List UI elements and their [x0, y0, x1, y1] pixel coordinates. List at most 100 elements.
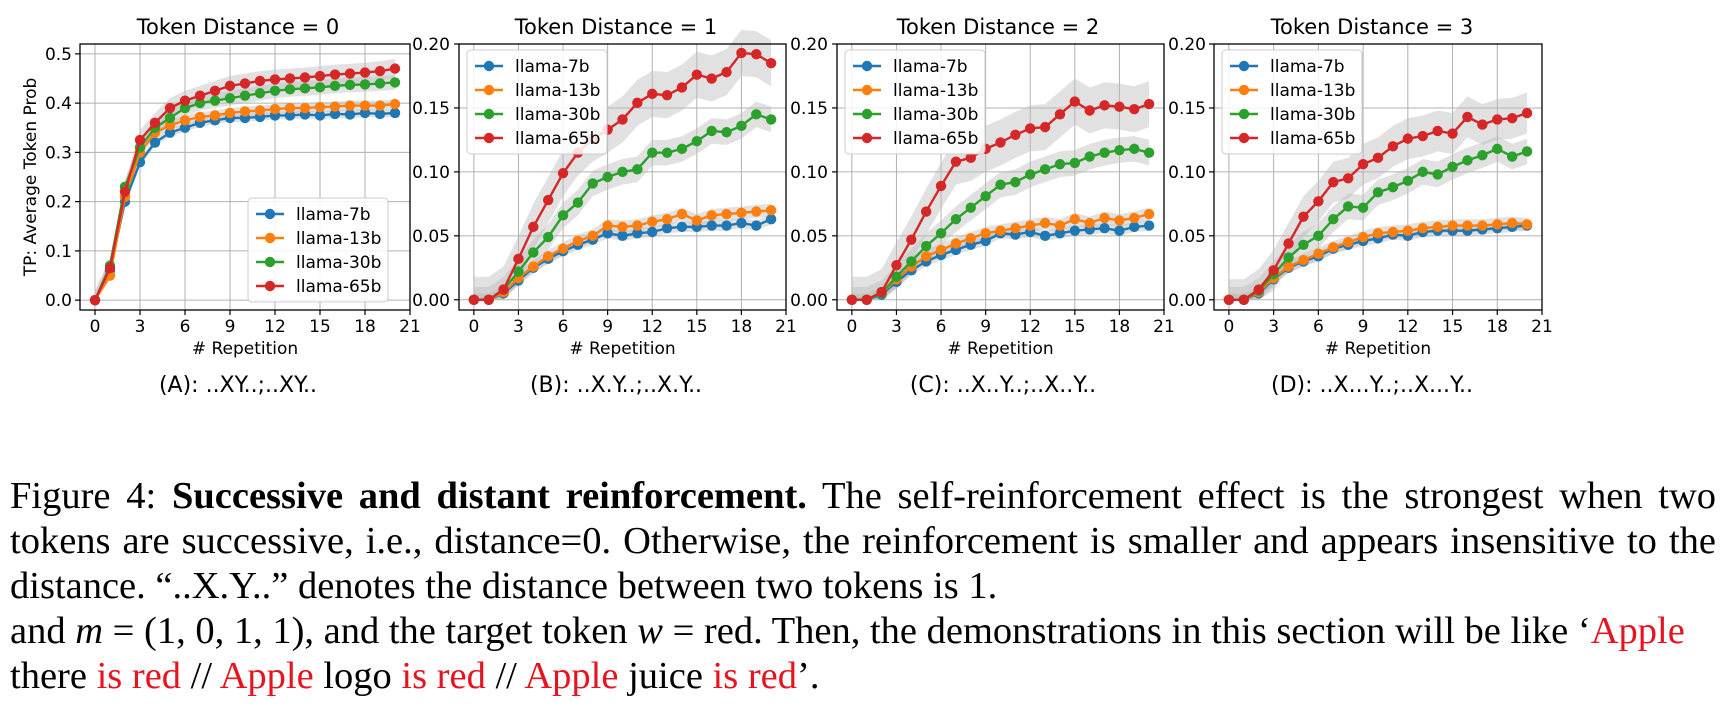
data-point-llama-13b [765, 205, 777, 216]
x-tick-label: 15 [686, 317, 708, 337]
legend-label: llama-30b [296, 253, 381, 273]
data-point-llama-13b [557, 243, 569, 254]
data-point-llama-13b [1069, 214, 1081, 225]
target-word: red [703, 610, 754, 652]
y-axis-label: TP: Average Token Prob [21, 78, 41, 278]
y-tick-label: 0.2 [45, 193, 72, 213]
data-point-llama-7b [1069, 225, 1081, 236]
data-point-llama-30b [1521, 146, 1533, 157]
legend-box [844, 49, 986, 155]
sub-caption: (A): ..XY..;..XY.. [159, 373, 317, 398]
data-point-llama-13b [209, 110, 221, 121]
math-m: m [75, 610, 104, 652]
data-point-llama-65b [1357, 159, 1369, 170]
data-point-llama-30b [1099, 147, 1110, 158]
legend-marker-llama-30b [861, 108, 873, 120]
data-point-llama-65b [389, 63, 401, 74]
data-point-llama-13b [617, 221, 628, 233]
data-point-llama-30b [254, 88, 266, 99]
y-tick-label: 0.15 [790, 99, 828, 119]
chart-panel-2: 0 3 6 9 12 15 18 21 0.00 0.05 0.10 0.15 0.20 Token Di… [412, 15, 797, 398]
data-point-llama-65b [1238, 294, 1250, 305]
band-llama-65b [851, 78, 1150, 300]
data-point-llama-65b [542, 194, 554, 206]
data-point-llama-65b [468, 294, 480, 305]
body-text: and [10, 610, 76, 652]
data-point-llama-65b [1432, 125, 1443, 137]
x-axis-label: # Repetition [569, 339, 675, 359]
data-point-llama-7b [602, 228, 613, 239]
y-tick-label: 0.3 [45, 143, 72, 163]
data-point-llama-65b [1477, 119, 1488, 130]
data-point-llama-65b [691, 69, 703, 80]
data-point-llama-13b [995, 225, 1006, 236]
data-point-llama-30b [542, 231, 554, 243]
x-tick-label: 9 [602, 317, 613, 337]
data-point-llama-30b [284, 84, 296, 95]
data-point-llama-65b [965, 152, 976, 164]
figure-label: Figure 4: [10, 475, 157, 517]
data-point-llama-13b [1283, 261, 1294, 272]
data-point-llama-13b [1143, 208, 1155, 220]
x-tick-label: 12 [1397, 317, 1419, 337]
data-point-llama-30b [906, 256, 917, 267]
data-point-llama-13b [1129, 212, 1140, 224]
x-tick-label: 6 [180, 317, 191, 337]
data-point-llama-65b [1417, 130, 1428, 142]
data-point-llama-65b [194, 90, 206, 101]
data-point-llama-13b [1492, 219, 1503, 230]
x-tick-label: 21 [399, 317, 421, 337]
x-tick-label: 18 [731, 317, 753, 337]
data-point-llama-65b [1372, 152, 1384, 164]
data-point-llama-65b [1039, 121, 1051, 133]
x-tick-label: 9 [225, 317, 236, 337]
data-point-llama-65b [269, 74, 281, 85]
legend-label: llama-65b [515, 129, 600, 149]
data-point-llama-7b [676, 221, 688, 233]
x-tick-label: 12 [264, 317, 286, 337]
data-point-llama-30b [1084, 151, 1095, 162]
body-paragraph: and m = (1, 0, 1, 1), and the target tok… [10, 609, 1716, 699]
data-point-llama-65b [1099, 100, 1110, 111]
data-point-llama-13b [164, 120, 176, 131]
data-point-llama-30b [224, 92, 236, 104]
data-point-llama-30b [1432, 169, 1443, 180]
data-point-llama-13b [179, 115, 191, 126]
axes-frame [836, 43, 1165, 311]
data-point-llama-65b [632, 97, 643, 109]
data-point-llama-13b [1039, 217, 1051, 229]
data-point-llama-7b [647, 226, 658, 238]
data-point-llama-13b [329, 101, 341, 112]
data-point-llama-7b [1039, 230, 1051, 242]
data-point-llama-65b [119, 186, 131, 197]
data-point-llama-13b [691, 215, 703, 226]
data-point-llama-13b [1477, 220, 1488, 231]
data-point-llama-13b [1328, 242, 1339, 253]
data-point-llama-7b [765, 214, 777, 225]
data-point-llama-30b [706, 125, 717, 137]
legend-marker-llama-30b [483, 108, 495, 120]
data-point-llama-65b [179, 95, 191, 106]
data-point-llama-30b [1492, 143, 1503, 155]
data-point-llama-13b [920, 251, 932, 262]
data-point-llama-13b [299, 102, 311, 114]
data-point-llama-13b [194, 111, 206, 123]
legend-label: llama-30b [893, 105, 978, 125]
y-tick-label: 0.05 [412, 227, 450, 247]
data-point-llama-13b [1432, 221, 1443, 233]
data-point-llama-65b [1268, 265, 1279, 276]
legend-label: llama-65b [1270, 129, 1355, 149]
data-point-llama-30b [329, 80, 341, 92]
data-point-llama-13b [632, 220, 643, 231]
figure-caption: Figure 4: Successive and distant reinfor… [10, 474, 1716, 609]
data-point-llama-30b [1143, 147, 1155, 158]
math-m-value: = (1, 0, 1, 1) [103, 610, 305, 652]
data-point-llama-30b [528, 247, 539, 258]
data-point-llama-65b [706, 73, 717, 84]
x-tick-label: 18 [354, 317, 376, 337]
data-point-llama-65b [861, 294, 872, 305]
data-point-llama-30b [164, 112, 176, 124]
legend-marker-llama-7b [861, 60, 873, 72]
chart-panel-4: 0 3 6 9 12 15 18 21 0.00 0.05 0.10 0.15 0.20 Token Di… [1168, 15, 1553, 398]
data-point-llama-65b [329, 69, 341, 80]
